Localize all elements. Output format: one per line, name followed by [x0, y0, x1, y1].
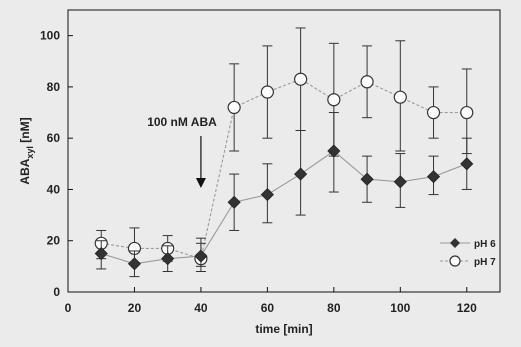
legend-label: pH 7 [474, 257, 496, 268]
data-point [426, 170, 441, 184]
x-axis: 0 20 40 60 80 100 120 [65, 287, 477, 315]
annotation: 100 nM ABA [147, 115, 217, 188]
legend-marker [450, 238, 460, 248]
y-axis-title-main: ABA [18, 158, 32, 184]
data-point [360, 75, 374, 89]
y-tick-label: 60 [47, 131, 61, 145]
data-point [393, 90, 407, 104]
y-axis-title: ABAxyl [nM] [18, 117, 35, 184]
y-axis-title-unit: [nM] [18, 117, 32, 146]
x-tick-label: 60 [261, 301, 275, 315]
y-axis: 0 20 40 60 80 100 [40, 29, 73, 299]
data-point [294, 167, 308, 181]
y-tick-label: 100 [40, 29, 60, 43]
series-line [101, 150, 467, 265]
data-point [127, 257, 142, 271]
data-point [94, 246, 108, 261]
y-tick-label: 20 [47, 234, 61, 248]
x-tick-label: 100 [390, 301, 410, 315]
data-point [460, 105, 474, 120]
annotation-label: 100 nM ABA [147, 115, 217, 129]
data-point [327, 144, 341, 158]
series-ph-6 [94, 112, 474, 278]
data-point [260, 85, 274, 99]
data-point [360, 172, 374, 186]
data-point [161, 252, 175, 266]
data-point [393, 175, 407, 189]
data-point [327, 93, 341, 107]
y-tick-label: 80 [47, 80, 61, 94]
data-point [194, 249, 208, 263]
x-axis-title: time [min] [255, 322, 312, 336]
x-tick-label: 20 [128, 301, 142, 315]
x-tick-label: 120 [457, 301, 477, 315]
x-tick-label: 0 [65, 301, 72, 315]
plot-area [67, 9, 501, 293]
y-tick-label: 40 [47, 182, 61, 196]
x-tick-label: 40 [194, 301, 208, 315]
data-point [294, 72, 308, 86]
series-line [101, 78, 467, 260]
legend-label: pH 6 [474, 239, 496, 250]
data-point [227, 100, 241, 115]
legend-marker [449, 255, 461, 267]
series-ph-7 [94, 27, 474, 272]
annotation-arrow-head [195, 178, 206, 188]
data-point [260, 188, 274, 202]
y-tick-label: 0 [53, 285, 60, 299]
legend: pH 6 pH 7 [440, 238, 496, 268]
data-point [460, 157, 474, 171]
data-point [227, 195, 241, 209]
x-tick-label: 80 [327, 301, 341, 315]
data-point [426, 105, 441, 120]
series-layer [94, 27, 474, 278]
y-axis-title-sub: xyl [25, 146, 35, 159]
